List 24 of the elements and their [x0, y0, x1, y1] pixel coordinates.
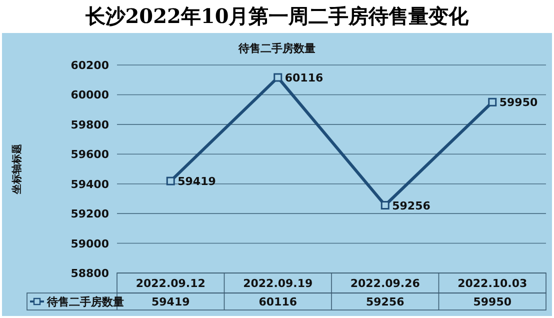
y-tick-label: 59200	[70, 208, 110, 221]
annotation: 59256	[392, 199, 431, 212]
y-tick-label: 59400	[70, 178, 110, 191]
y-tick-label: 60000	[70, 88, 110, 102]
annotation: 59419	[178, 175, 216, 188]
y-tick-label: 59600	[70, 148, 110, 162]
data-label: 60116	[258, 296, 298, 308]
x-tick-label: 2022.09.12	[136, 277, 206, 290]
y-tick-label: 60200	[70, 59, 110, 72]
chart-title: 长沙2022年10月第一周二手房待售量变化	[84, 4, 470, 28]
data-label: 59419	[151, 296, 190, 308]
x-tick-label: 2022.09.19	[243, 277, 313, 290]
data-label: 59950	[473, 296, 512, 308]
y-tick-label: 59800	[70, 118, 110, 132]
y-tick-label: 59000	[70, 237, 110, 250]
y-axis-title: 坐标轴标题	[11, 144, 23, 195]
data-label: 59256	[366, 296, 405, 308]
y-tick-label: 58800	[70, 267, 110, 280]
x-tick-label: 2022.09.26	[350, 277, 420, 290]
chart-subtitle: 待售二手房数量	[238, 42, 316, 55]
legend-label: 待售二手房数量	[46, 296, 124, 308]
annotation: 60116	[284, 71, 324, 84]
x-tick-label: 2022.10.03	[458, 277, 528, 290]
annotation: 59950	[499, 96, 538, 110]
